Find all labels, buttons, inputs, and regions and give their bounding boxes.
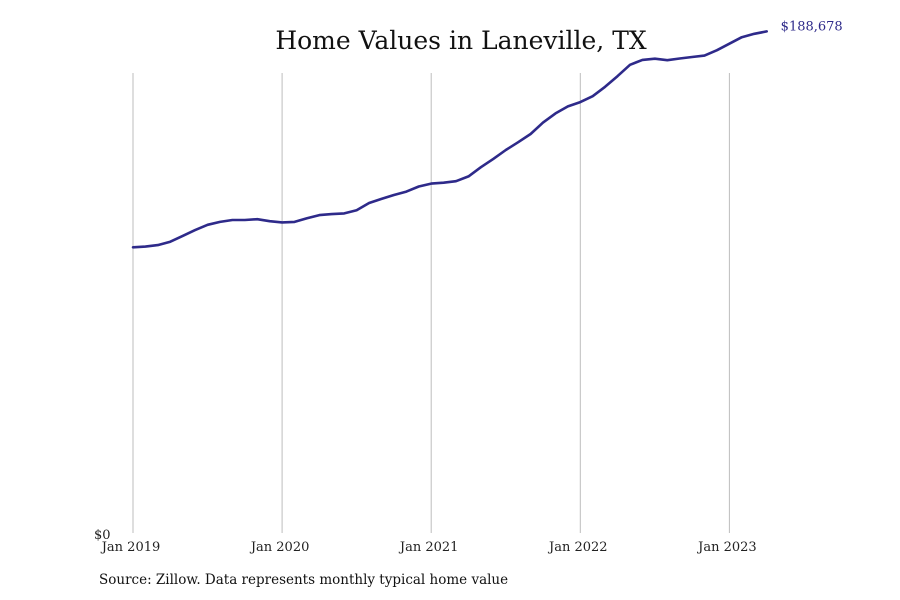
labels-layer: Jan 2019 Jan 2020 Jan 2021 Jan 2022 Jan 2023… bbox=[94, 19, 843, 555]
x-tick-label: Jan 2022 bbox=[547, 540, 608, 555]
x-tick-label: Jan 2021 bbox=[398, 540, 459, 555]
series-layer bbox=[131, 30, 769, 249]
y-tick-label: $0 bbox=[94, 528, 111, 543]
x-tick-label: Jan 2023 bbox=[696, 540, 757, 555]
x-tick-label: Jan 2020 bbox=[249, 540, 310, 555]
chart-title: Home Values in Laneville, TX bbox=[275, 26, 647, 55]
x-tick-label: Jan 2019 bbox=[100, 540, 161, 555]
end-value-label: $188,678 bbox=[781, 19, 843, 34]
source-note: Source: Zillow. Data represents monthly … bbox=[99, 572, 509, 588]
gridlines bbox=[132, 73, 730, 533]
series-line bbox=[131, 30, 769, 249]
